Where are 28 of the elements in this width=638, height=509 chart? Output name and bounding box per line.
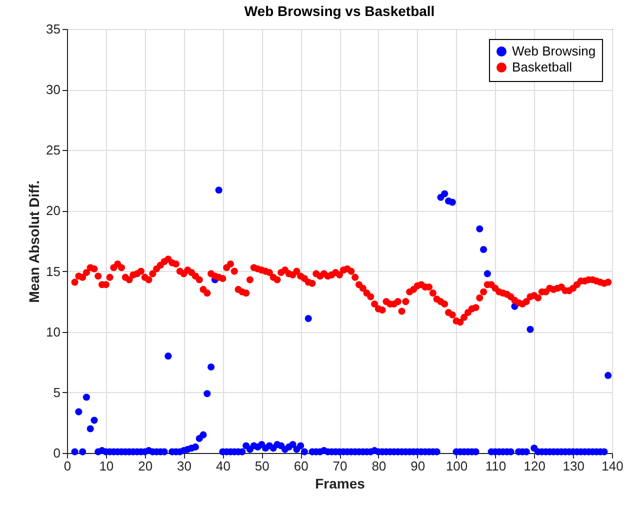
x-tick-label: 80 — [372, 458, 386, 474]
x-tick-label: 30 — [177, 458, 192, 474]
x-tick-label: 0 — [64, 458, 72, 474]
x-tick-label: 110 — [485, 458, 506, 474]
y-tick-label: 20 — [46, 203, 60, 218]
x-tick-label: 50 — [254, 458, 270, 474]
y-axis-title: Mean Absolut Diff. — [26, 180, 42, 303]
legend-label: Web Browsing — [512, 44, 596, 58]
x-tick-label: 120 — [524, 458, 546, 474]
x-axis-title: Frames — [315, 476, 366, 492]
y-tick-label: 15 — [46, 264, 60, 279]
x-tick-label: 40 — [216, 458, 230, 474]
x-tick-label: 100 — [446, 458, 468, 474]
y-tick-label: 35 — [46, 22, 60, 36]
x-tick-label: 20 — [138, 458, 153, 474]
y-tick-label: 10 — [46, 324, 60, 340]
legend-label: Basketball — [512, 60, 572, 74]
x-tick-label: 140 — [602, 458, 624, 474]
y-tick-label: 5 — [53, 384, 60, 400]
y-tick-label: 30 — [46, 82, 60, 98]
chart-title: Web Browsing vs Basketball — [244, 3, 435, 19]
x-tick-label: 10 — [99, 458, 114, 474]
x-tick-label: 70 — [332, 458, 348, 474]
x-tick-label: 130 — [562, 458, 584, 474]
y-tick-label: 0 — [53, 446, 60, 460]
x-tick-label: 90 — [410, 458, 426, 474]
x-tick-label: 60 — [294, 458, 308, 474]
y-tick-label: 25 — [46, 142, 60, 158]
